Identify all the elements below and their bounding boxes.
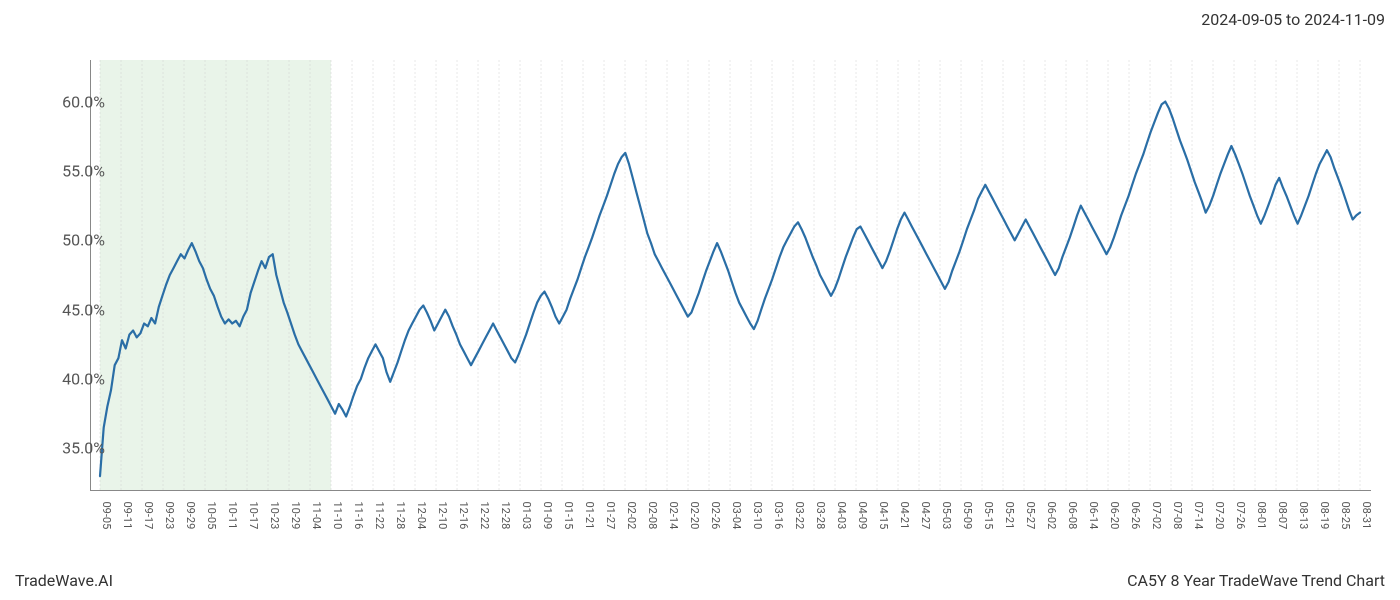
x-tick-label: 07-02 (1150, 502, 1163, 530)
x-tick-label: 11-10 (331, 502, 344, 530)
x-tick-label: 11-16 (352, 502, 365, 530)
x-tick-label: 05-03 (940, 502, 953, 530)
x-tick-label: 05-21 (1003, 502, 1016, 530)
plot-area (90, 60, 1371, 491)
x-tick-label: 01-15 (562, 502, 575, 530)
x-tick-label: 02-14 (667, 502, 680, 530)
x-tick-label: 02-26 (709, 502, 722, 530)
x-tick-label: 11-28 (394, 502, 407, 530)
y-tick-label: 40.0% (62, 370, 105, 389)
x-tick-label: 04-09 (856, 502, 869, 530)
x-tick-label: 01-21 (583, 502, 596, 530)
x-tick-label: 09-23 (163, 502, 176, 530)
x-tick-label: 01-09 (541, 502, 554, 530)
x-tick-label: 04-21 (898, 502, 911, 530)
x-tick-label: 07-20 (1213, 502, 1226, 530)
x-tick-label: 05-15 (982, 502, 995, 530)
x-tick-label: 01-03 (520, 502, 533, 530)
x-tick-label: 07-08 (1171, 502, 1184, 530)
y-tick-label: 45.0% (62, 300, 105, 319)
x-tick-label: 03-10 (751, 502, 764, 530)
x-tick-label: 02-02 (625, 502, 638, 530)
x-tick-label: 03-28 (814, 502, 827, 530)
x-tick-label: 12-04 (415, 502, 428, 530)
x-tick-label: 10-17 (247, 502, 260, 530)
x-tick-label: 03-16 (772, 502, 785, 530)
x-tick-label: 08-19 (1318, 502, 1331, 530)
x-tick-label: 10-29 (289, 502, 302, 530)
x-tick-label: 02-20 (688, 502, 701, 530)
x-tick-label: 03-04 (730, 502, 743, 530)
x-tick-label: 06-20 (1108, 502, 1121, 530)
y-tick-label: 35.0% (62, 439, 105, 458)
brand-label: TradeWave.AI (15, 571, 113, 590)
x-tick-label: 12-28 (499, 502, 512, 530)
x-tick-label: 09-17 (142, 502, 155, 530)
x-tick-label: 06-08 (1066, 502, 1079, 530)
x-tick-label: 08-31 (1360, 502, 1373, 530)
x-tick-label: 07-26 (1234, 502, 1247, 530)
x-tick-label: 12-16 (457, 502, 470, 530)
x-tick-label: 03-22 (793, 502, 806, 530)
x-tick-label: 12-10 (436, 502, 449, 530)
x-tick-label: 04-15 (877, 502, 890, 530)
y-tick-label: 55.0% (62, 161, 105, 180)
x-tick-label: 08-25 (1339, 502, 1352, 530)
x-tick-label: 08-07 (1276, 502, 1289, 530)
x-tick-label: 10-11 (226, 502, 239, 530)
x-tick-label: 05-09 (961, 502, 974, 530)
trend-chart (90, 60, 1370, 490)
x-tick-label: 11-04 (310, 502, 323, 530)
date-range-label: 2024-09-05 to 2024-11-09 (1201, 10, 1385, 29)
x-tick-label: 09-11 (121, 502, 134, 530)
y-tick-label: 60.0% (62, 92, 105, 111)
x-tick-label: 09-29 (184, 502, 197, 530)
x-tick-label: 06-26 (1129, 502, 1142, 530)
x-tick-label: 08-13 (1297, 502, 1310, 530)
x-tick-label: 10-23 (268, 502, 281, 530)
x-tick-label: 12-22 (478, 502, 491, 530)
x-tick-label: 04-03 (835, 502, 848, 530)
x-tick-label: 08-01 (1255, 502, 1268, 530)
x-tick-label: 06-02 (1045, 502, 1058, 530)
x-tick-label: 06-14 (1087, 502, 1100, 530)
chart-title: CA5Y 8 Year TradeWave Trend Chart (1127, 571, 1385, 590)
x-tick-label: 05-27 (1024, 502, 1037, 530)
x-tick-label: 02-08 (646, 502, 659, 530)
x-tick-label: 10-05 (205, 502, 218, 530)
x-tick-label: 01-27 (604, 502, 617, 530)
x-tick-label: 04-27 (919, 502, 932, 530)
x-tick-label: 09-05 (100, 502, 113, 530)
x-tick-label: 07-14 (1192, 502, 1205, 530)
x-tick-label: 11-22 (373, 502, 386, 530)
y-tick-label: 50.0% (62, 231, 105, 250)
